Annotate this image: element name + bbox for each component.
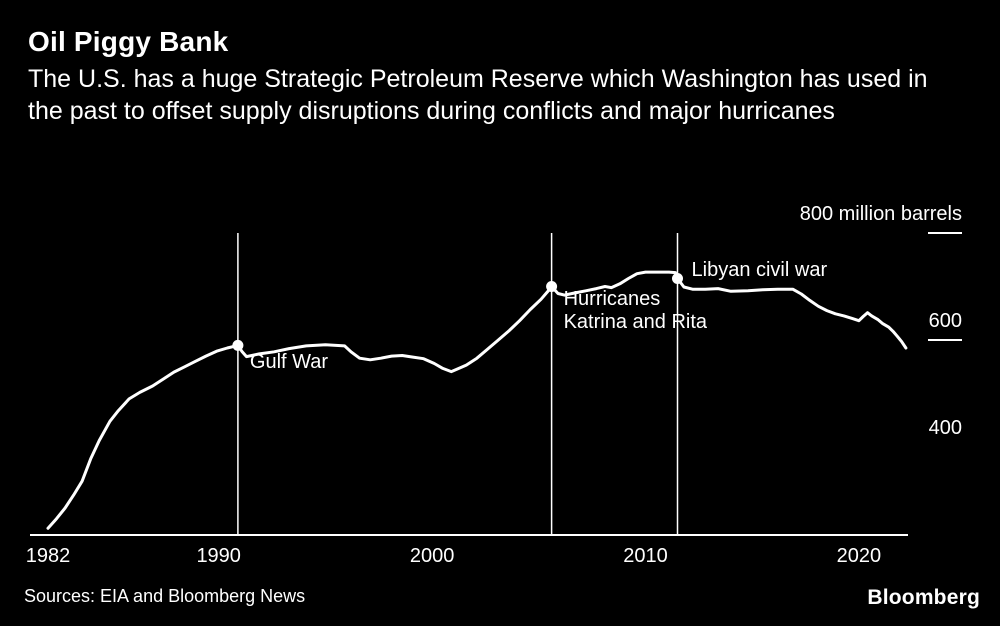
event-marker-hurricanes-katrina-rita — [546, 281, 558, 292]
source-note: Sources: EIA and Bloomberg News — [24, 586, 306, 606]
event-marker-gulf-war — [232, 339, 244, 351]
bloomberg-logo: Bloomberg — [867, 586, 980, 609]
chart-subtitle: The U.S. has a huge Strategic Petroleum … — [28, 65, 928, 125]
spr-series-line — [46, 270, 908, 530]
chart-title: Oil Piggy Bank — [28, 26, 229, 57]
event-marker-libyan-civil-war — [672, 273, 683, 284]
